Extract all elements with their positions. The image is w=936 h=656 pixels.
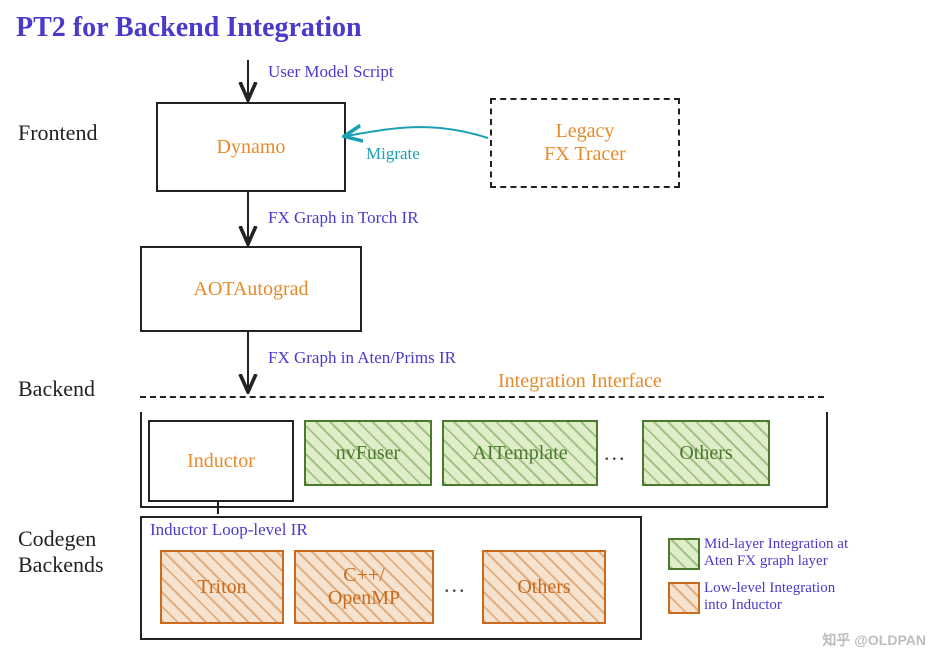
watermark: 知乎 @OLDPAN (822, 630, 926, 650)
section-backend: Backend (18, 376, 95, 402)
node-nvfuser: nvFuser (304, 420, 432, 486)
node-label: Triton (197, 576, 246, 599)
ellipsis-mid: ... (604, 440, 627, 466)
node-inductor: Inductor (148, 420, 294, 502)
node-others-low: Others (482, 550, 606, 624)
node-label: Others (679, 442, 732, 465)
section-frontend: Frontend (18, 120, 97, 146)
node-aitemplate: AITemplate (442, 420, 598, 486)
node-label: Dynamo (217, 136, 286, 159)
ellipsis-low: ... (444, 572, 467, 598)
node-label: AITemplate (472, 442, 567, 465)
section-codegen: Codegen Backends (18, 526, 104, 578)
node-label: AOTAutograd (193, 278, 308, 301)
integration-interface-label: Integration Interface (498, 370, 662, 393)
label-user-model: User Model Script (268, 62, 394, 82)
node-label: C++/ OpenMP (328, 564, 400, 610)
label-migrate: Migrate (366, 144, 420, 164)
label-fx-aten: FX Graph in Aten/Prims IR (268, 348, 456, 368)
legend-swatch-low (668, 582, 700, 614)
node-label: Others (517, 576, 570, 599)
node-label: nvFuser (336, 442, 400, 465)
legend-swatch-mid (668, 538, 700, 570)
node-aotautograd: AOTAutograd (140, 246, 362, 332)
inductor-ir-label: Inductor Loop-level IR (150, 520, 308, 540)
node-triton: Triton (160, 550, 284, 624)
node-cpp-openmp: C++/ OpenMP (294, 550, 434, 624)
node-legacy-fx-tracer: Legacy FX Tracer (490, 98, 680, 188)
node-label: Inductor (187, 450, 255, 473)
page-title: PT2 for Backend Integration (16, 12, 924, 44)
diagram-canvas: Frontend Backend Codegen Backends Dynamo… (12, 50, 924, 650)
legend-text-mid: Mid-layer Integration at Aten FX graph l… (704, 536, 848, 571)
integration-interface-line (140, 396, 824, 398)
legend-text-low: Low-level Integration into Inductor (704, 580, 835, 615)
node-dynamo: Dynamo (156, 102, 346, 192)
node-others-mid: Others (642, 420, 770, 486)
label-fx-torch: FX Graph in Torch IR (268, 208, 419, 228)
node-label: Legacy FX Tracer (544, 120, 626, 166)
